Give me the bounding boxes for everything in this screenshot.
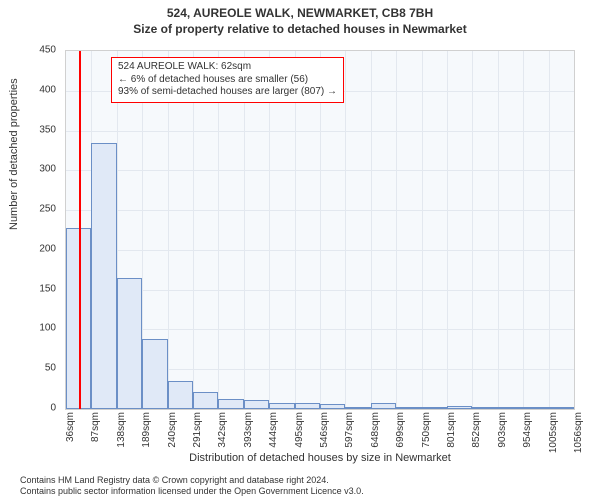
- annotation-line1: 524 AUREOLE WALK: 62sqm: [118, 61, 337, 74]
- y-tick-label: 250: [39, 204, 56, 215]
- histogram-bar: [117, 278, 142, 409]
- y-tick-label: 50: [45, 363, 56, 374]
- x-tick-label: 138sqm: [116, 412, 127, 448]
- x-tick-label: 36sqm: [65, 412, 76, 442]
- y-tick-label: 350: [39, 124, 56, 135]
- chart-container: 524, AUREOLE WALK, NEWMARKET, CB8 7BH Si…: [0, 0, 600, 500]
- footer-line1: Contains HM Land Registry data © Crown c…: [20, 475, 364, 485]
- property-marker-line: [79, 51, 81, 409]
- y-axis-ticks: 050100150200250300350400450: [0, 50, 60, 410]
- x-tick-label: 954sqm: [522, 412, 533, 448]
- y-tick-label: 450: [39, 45, 56, 56]
- histogram-bar: [523, 407, 548, 409]
- x-tick-label: 342sqm: [217, 412, 228, 448]
- x-axis-ticks: 36sqm 87sqm 138sqm 189sqm 240sqm 291sqm 342sqm…: [65, 412, 575, 452]
- annotation-line2: ← 6% of detached houses are smaller (56): [118, 74, 337, 87]
- plot-area: 524 AUREOLE WALK: 62sqm ← 6% of detached…: [65, 50, 575, 410]
- x-tick-label: 87sqm: [90, 412, 101, 442]
- x-tick-label: 648sqm: [370, 412, 381, 448]
- x-tick-label: 1005sqm: [548, 412, 559, 453]
- x-tick-label: 546sqm: [319, 412, 330, 448]
- histogram-bar: [345, 407, 370, 409]
- chart-title-sub: Size of property relative to detached ho…: [0, 20, 600, 40]
- bars-group: [66, 51, 574, 409]
- histogram-bar: [218, 399, 243, 409]
- histogram-bar: [193, 392, 218, 410]
- histogram-bar: [549, 407, 574, 409]
- footer: Contains HM Land Registry data © Crown c…: [20, 475, 364, 496]
- x-tick-label: 750sqm: [421, 412, 432, 448]
- x-tick-label: 597sqm: [344, 412, 355, 448]
- chart-title-main: 524, AUREOLE WALK, NEWMARKET, CB8 7BH: [0, 0, 600, 20]
- histogram-bar: [447, 406, 472, 409]
- y-tick-label: 200: [39, 243, 56, 254]
- histogram-bar: [371, 403, 396, 409]
- x-tick-label: 393sqm: [243, 412, 254, 448]
- x-tick-label: 444sqm: [268, 412, 279, 448]
- x-tick-label: 189sqm: [141, 412, 152, 448]
- x-tick-label: 291sqm: [192, 412, 203, 448]
- x-tick-label: 852sqm: [471, 412, 482, 448]
- histogram-bar: [244, 400, 269, 409]
- histogram-bar: [269, 403, 294, 409]
- annotation-line3: 93% of semi-detached houses are larger (…: [118, 86, 337, 99]
- x-tick-label: 699sqm: [395, 412, 406, 448]
- annotation-box: 524 AUREOLE WALK: 62sqm ← 6% of detached…: [111, 57, 344, 103]
- histogram-bar: [498, 407, 523, 409]
- histogram-bar: [142, 339, 167, 409]
- x-tick-label: 903sqm: [497, 412, 508, 448]
- histogram-bar: [168, 381, 193, 409]
- histogram-bar: [396, 407, 421, 409]
- y-tick-label: 0: [50, 403, 56, 414]
- y-tick-label: 150: [39, 283, 56, 294]
- y-tick-label: 100: [39, 323, 56, 334]
- plot-wrapper: 524 AUREOLE WALK: 62sqm ← 6% of detached…: [65, 50, 575, 410]
- y-tick-label: 300: [39, 164, 56, 175]
- histogram-bar: [91, 143, 116, 410]
- x-tick-label: 495sqm: [294, 412, 305, 448]
- x-tick-label: 801sqm: [446, 412, 457, 448]
- x-tick-label: 240sqm: [167, 412, 178, 448]
- x-tick-label: 1056sqm: [573, 412, 584, 453]
- histogram-bar: [295, 403, 320, 409]
- histogram-bar: [320, 404, 345, 409]
- histogram-bar: [422, 407, 447, 409]
- x-axis-label: Distribution of detached houses by size …: [65, 452, 575, 464]
- footer-line2: Contains public sector information licen…: [20, 486, 364, 496]
- y-tick-label: 400: [39, 84, 56, 95]
- histogram-bar: [472, 407, 497, 409]
